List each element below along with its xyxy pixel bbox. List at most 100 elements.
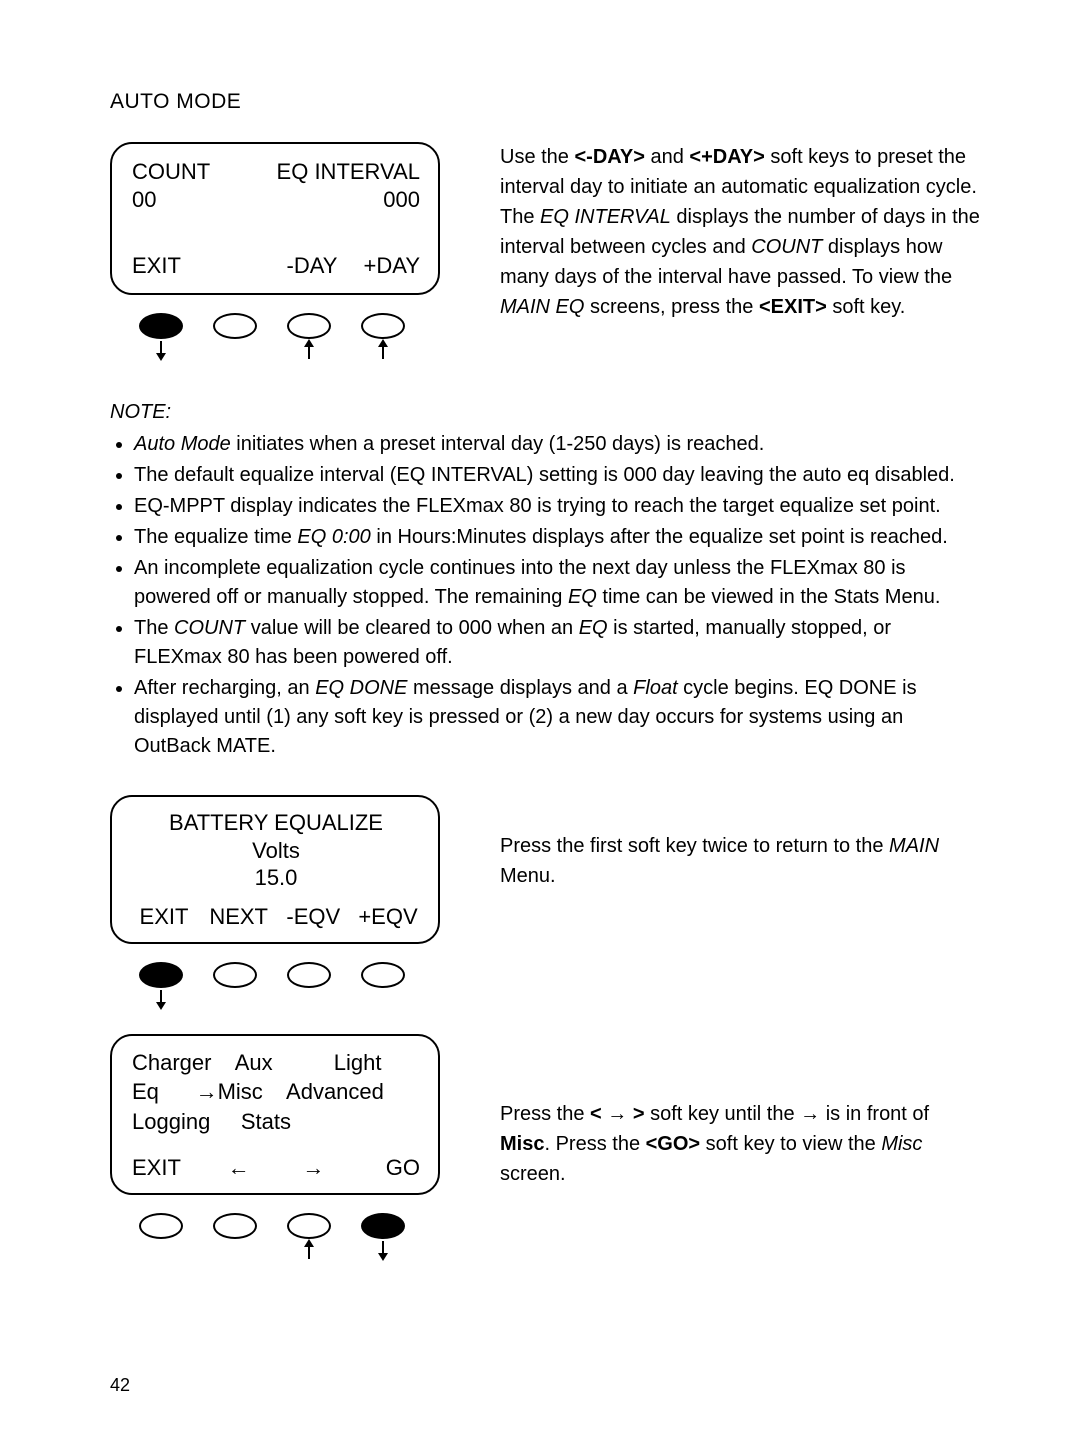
lcd3-l2: Eq →Misc Advanced bbox=[132, 1077, 420, 1107]
lcd3-screen: Charger Aux Light Eq →Misc Advanced Logg… bbox=[110, 1034, 440, 1195]
softkey-ref: <+DAY> bbox=[689, 146, 764, 168]
term: COUNT bbox=[174, 617, 245, 639]
lcd3-l3: Logging Stats bbox=[132, 1107, 420, 1137]
lcd2-sk2: NEXT bbox=[207, 904, 271, 930]
lcd2-sk1: EXIT bbox=[132, 904, 196, 930]
oval-icon bbox=[139, 313, 183, 339]
lcd1-btn4 bbox=[360, 313, 406, 361]
arrow-up-icon bbox=[302, 339, 316, 361]
softkey-ref: Misc bbox=[500, 1133, 544, 1155]
oval-icon bbox=[213, 313, 257, 339]
softkey-ref: <EXIT> bbox=[759, 296, 827, 318]
lcd2-btn3 bbox=[286, 962, 332, 1010]
lcd1-btn3 bbox=[286, 313, 332, 361]
term: EQ bbox=[568, 586, 597, 608]
lcd1-screen: COUNT EQ INTERVAL 00 000 EXIT -DAY +DAY bbox=[110, 142, 440, 295]
lcd3-btn2 bbox=[212, 1213, 258, 1261]
page-number: 42 bbox=[110, 1375, 130, 1396]
note-item: EQ-MPPT display indicates the FLEXmax 80… bbox=[134, 492, 980, 521]
oval-icon bbox=[139, 962, 183, 988]
lcd1-top-left: COUNT bbox=[132, 158, 210, 186]
text: Press the bbox=[500, 1103, 590, 1125]
text: The bbox=[134, 617, 174, 639]
lcd3-btn3 bbox=[286, 1213, 332, 1261]
lcd2-l2: Volts bbox=[132, 837, 420, 865]
lcd1-sk2 bbox=[204, 253, 276, 279]
note-item: Auto Mode initiates when a preset interv… bbox=[134, 430, 980, 459]
softkey-ref: <GO> bbox=[646, 1133, 700, 1155]
term: Misc bbox=[881, 1133, 922, 1155]
lcd3-buttons bbox=[138, 1213, 440, 1261]
lcd1-sk1: EXIT bbox=[132, 253, 204, 279]
text: soft key. bbox=[827, 296, 906, 318]
oval-icon bbox=[361, 962, 405, 988]
note-item: An incomplete equalization cycle continu… bbox=[134, 554, 980, 612]
oval-icon bbox=[361, 313, 405, 339]
oval-icon bbox=[287, 1213, 331, 1239]
term: EQ 0:00 bbox=[297, 526, 370, 548]
lcd3-sk2: ← bbox=[207, 1155, 271, 1181]
lcd3-btn1 bbox=[138, 1213, 184, 1261]
text: soft key until the → is in front of bbox=[645, 1103, 930, 1125]
oval-icon bbox=[287, 313, 331, 339]
lcd1-btn2 bbox=[212, 313, 258, 361]
term: EQ DONE bbox=[315, 677, 407, 699]
text: . Press the bbox=[544, 1133, 645, 1155]
text: screen. bbox=[500, 1163, 566, 1185]
text: in Hours:Minutes displays after the equa… bbox=[371, 526, 948, 548]
note-heading: NOTE: bbox=[110, 401, 980, 424]
text: After recharging, an bbox=[134, 677, 315, 699]
lcd2-btn4 bbox=[360, 962, 406, 1010]
oval-icon bbox=[361, 1213, 405, 1239]
lcd2-btn2 bbox=[212, 962, 258, 1010]
lcd2-buttons bbox=[138, 962, 440, 1010]
paragraph-3: Press the < → > soft key until the → is … bbox=[500, 1099, 980, 1189]
lcd1-block: COUNT EQ INTERVAL 00 000 EXIT -DAY +DAY bbox=[110, 142, 440, 361]
lcd3-sk4: GO bbox=[356, 1155, 420, 1181]
text: time can be viewed in the Stats Menu. bbox=[597, 586, 941, 608]
term: MAIN bbox=[889, 835, 939, 857]
lcd3-sk3: → bbox=[281, 1155, 345, 1181]
term: EQ INTERVAL bbox=[540, 206, 671, 228]
text: message displays and a bbox=[407, 677, 633, 699]
paragraph-1: Use the <-DAY> and <+DAY> soft keys to p… bbox=[500, 142, 980, 322]
term: Float bbox=[633, 677, 677, 699]
note-item: The default equalize interval (EQ INTERV… bbox=[134, 461, 980, 490]
lcd2-l3: 15.0 bbox=[132, 864, 420, 892]
softkey-ref: < → > bbox=[590, 1103, 644, 1125]
note-item: The equalize time EQ 0:00 in Hours:Minut… bbox=[134, 523, 980, 552]
text: soft key to view the bbox=[700, 1133, 881, 1155]
text: Press the first soft key twice to return… bbox=[500, 835, 889, 857]
lcd2-btn1 bbox=[138, 962, 184, 1010]
arrow-down-icon bbox=[376, 1239, 390, 1261]
term: COUNT bbox=[751, 236, 822, 258]
arrow-up-icon bbox=[302, 1239, 316, 1261]
notes-list: Auto Mode initiates when a preset interv… bbox=[110, 430, 980, 761]
lcd3-btn4 bbox=[360, 1213, 406, 1261]
note-item: The COUNT value will be cleared to 000 w… bbox=[134, 614, 980, 672]
lcd1-buttons bbox=[138, 313, 406, 361]
text: initiates when a preset interval day (1-… bbox=[231, 433, 765, 455]
section-title: AUTO MODE bbox=[110, 90, 980, 114]
arrow-down-icon bbox=[154, 339, 168, 361]
lcd2-l1: BATTERY EQUALIZE bbox=[132, 809, 420, 837]
lcd2-sk3: -EQV bbox=[281, 904, 345, 930]
text: Menu. bbox=[500, 865, 556, 887]
oval-icon bbox=[213, 1213, 257, 1239]
text: The equalize time bbox=[134, 526, 297, 548]
text: Use the bbox=[500, 146, 574, 168]
oval-icon bbox=[213, 962, 257, 988]
note-item: After recharging, an EQ DONE message dis… bbox=[134, 674, 980, 761]
lcd2-screen: BATTERY EQUALIZE Volts 15.0 EXIT NEXT -E… bbox=[110, 795, 440, 944]
arrow-down-icon bbox=[154, 988, 168, 1010]
lcd1-btn1 bbox=[138, 313, 184, 361]
text: and bbox=[645, 146, 689, 168]
lcd3-l1: Charger Aux Light bbox=[132, 1048, 420, 1078]
arrow-up-icon bbox=[376, 339, 390, 361]
oval-icon bbox=[139, 1213, 183, 1239]
lcd3-sk1: EXIT bbox=[132, 1155, 196, 1181]
lcd1-top-right: EQ INTERVAL bbox=[277, 158, 420, 186]
lcd1-sk3: -DAY bbox=[276, 253, 348, 279]
paragraph-2: Press the first soft key twice to return… bbox=[500, 831, 980, 891]
softkey-ref: <-DAY> bbox=[574, 146, 644, 168]
